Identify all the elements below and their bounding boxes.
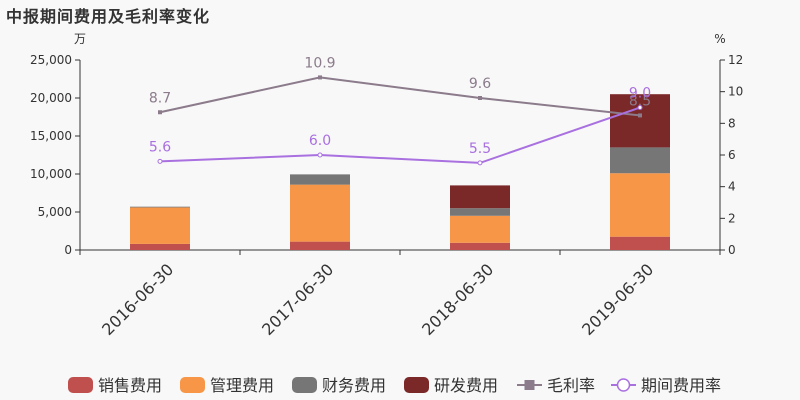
x-tick-label: 2018-06-30 [418,260,497,339]
legend-swatch [180,377,205,393]
bar-segment [450,208,510,216]
legend-item[interactable]: 期间费用率 [611,376,721,395]
legend-label: 财务费用 [322,376,386,395]
bar-segment [130,243,190,250]
y-right-unit: % [714,32,725,46]
data-label: 8.7 [149,90,171,106]
y-left-tick-label: 20,000 [30,91,72,105]
series-point [318,75,322,80]
bar-segment [450,185,510,209]
legend-swatch [404,377,429,393]
data-label: 10.9 [304,55,335,71]
lines: 8.7 10.9 9.6 8.5 5.6 6.0 5.5 9.0 [149,55,651,166]
y-right-tick-label: 10 [728,85,743,99]
series-point [158,110,162,115]
series-point [478,96,482,100]
y-left-tick-label: 25,000 [30,53,72,67]
y-left-tick-label: 15,000 [30,129,72,143]
legend-label: 期间费用率 [641,376,721,395]
legend-item[interactable]: 财务费用 [292,376,386,395]
y-left-tick-label: 10,000 [30,167,72,181]
bar-segment [610,94,670,148]
legend-label: 管理费用 [210,376,274,395]
bar-segment [290,241,350,250]
bar-segment [290,174,350,185]
chart-title: 中报期间费用及毛利率变化 [6,7,211,26]
legend-label: 研发费用 [434,376,498,395]
legend-label: 销售费用 [98,376,162,395]
y-right-tick-label: 12 [728,53,743,67]
y-right-tick-label: 4 [728,180,736,194]
legend[interactable]: 销售费用 管理费用 财务费用 研发费用 毛利率 期间费用率 [68,376,721,395]
x-tick-label: 2017-06-30 [258,260,337,339]
series-line [159,76,641,117]
legend-swatch [68,377,93,393]
legend-marker [524,380,535,390]
series-point [477,160,483,166]
data-label: 9.6 [469,76,491,92]
legend-item[interactable]: 销售费用 [68,376,162,395]
data-label: 8.5 [629,93,651,109]
y-right-tick-label: 2 [728,211,736,225]
series-point [638,113,642,118]
y-right-tick-label: 8 [728,116,736,130]
data-label: 5.5 [469,141,491,157]
bar-segment [130,207,190,244]
x-tick-label: 2016-06-30 [98,260,177,339]
bar-segment [130,206,190,208]
y-left-tick-label: 0 [64,243,72,257]
bar-segment [610,147,670,174]
data-label: 6.0 [309,133,331,149]
bar-segment [290,184,350,242]
legend-label: 毛利率 [547,376,595,395]
series-point [637,105,643,110]
series-line [159,106,641,164]
legend-item[interactable]: 研发费用 [404,376,498,395]
data-label: 9.0 [629,86,651,102]
legend-item[interactable]: 管理费用 [180,376,274,395]
bar-segment [450,215,510,243]
series-point [317,152,323,158]
legend-swatch [292,377,317,393]
bar-segment [610,173,670,237]
bars [130,94,670,250]
y-right-tick-label: 0 [728,243,736,257]
bar-segment [610,236,670,250]
series-point [157,158,163,164]
legend-item[interactable]: 毛利率 [517,376,595,395]
y-left-unit: 万 [74,32,86,46]
y-left-tick-label: 5,000 [38,205,72,219]
x-tick-label: 2019-06-30 [578,260,657,339]
legend-marker [616,378,631,392]
y-right-tick-label: 6 [728,148,736,162]
bar-segment [450,242,510,250]
data-label: 5.6 [149,139,171,155]
